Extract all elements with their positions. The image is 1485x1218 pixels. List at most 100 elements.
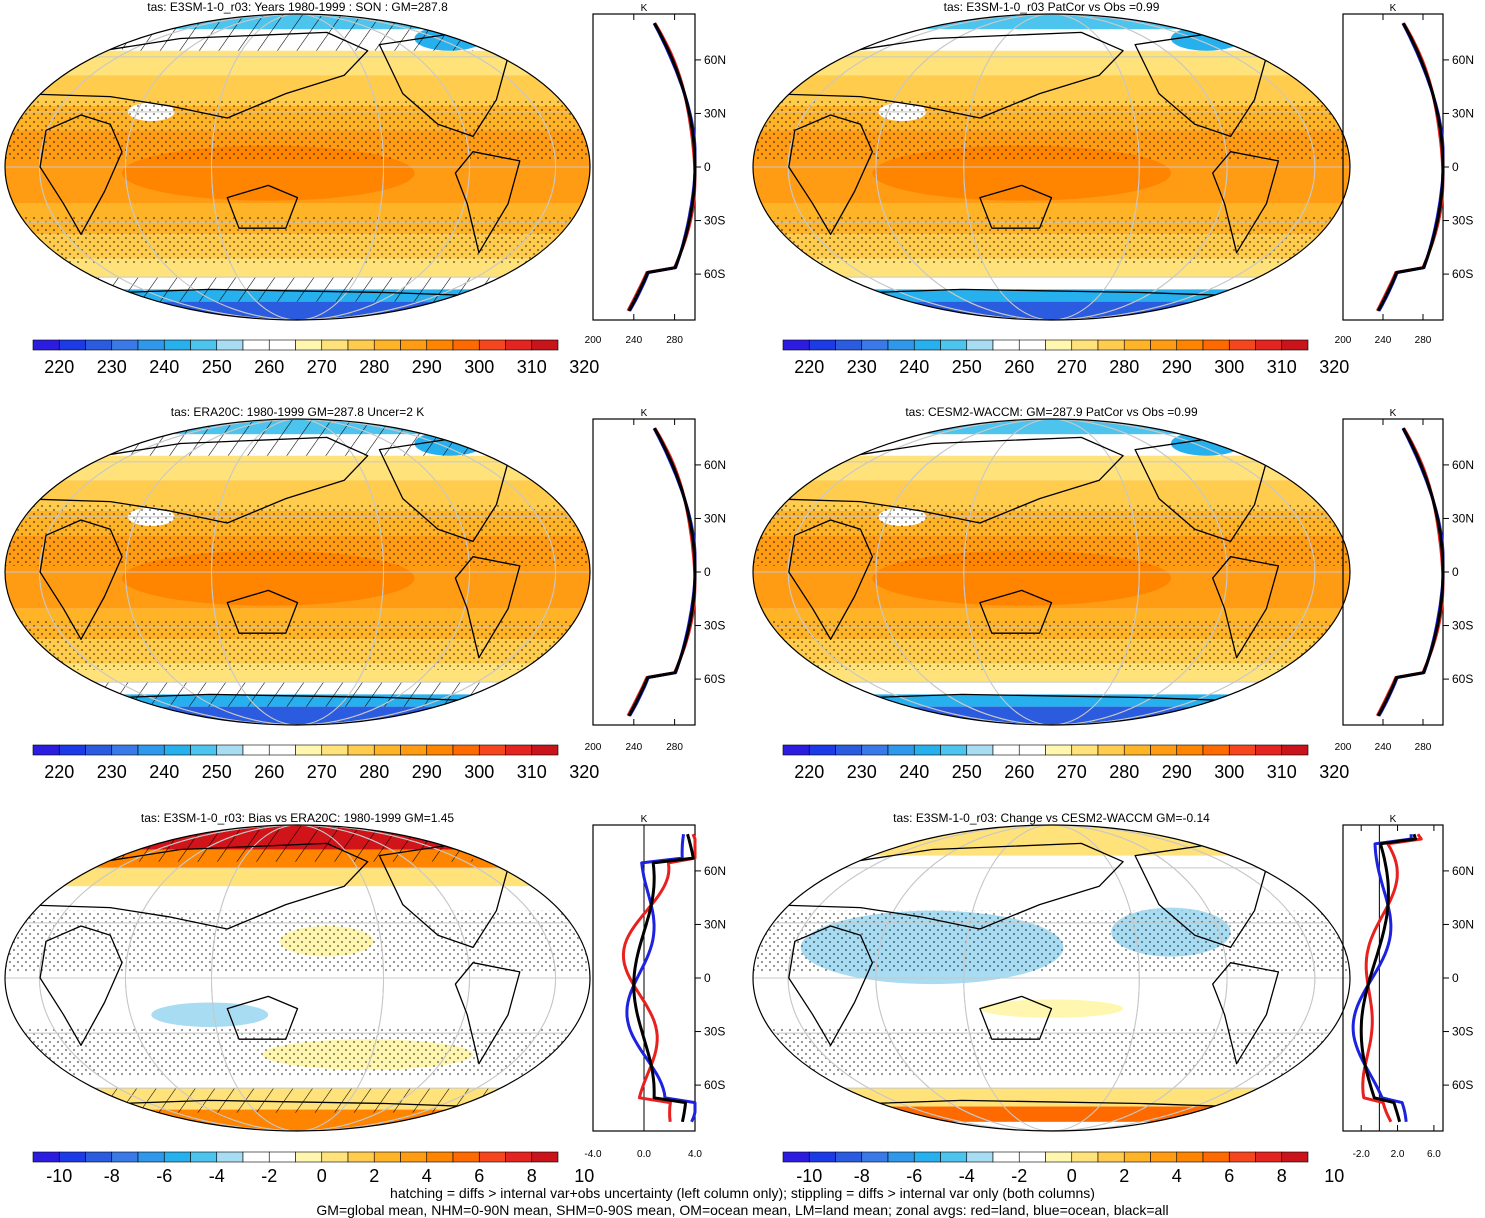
colorbar-tick-label: 280	[359, 357, 389, 377]
colorbar-tick-label: 230	[847, 357, 877, 377]
colorbar-tick-label: 260	[1004, 357, 1034, 377]
map-border-p1	[4, 13, 591, 321]
colorbar-swatch	[216, 339, 244, 351]
zonal-frame	[1342, 13, 1444, 321]
map-p3	[5, 419, 590, 725]
zonal-line-ocean	[628, 22, 697, 312]
zonal-line-all	[627, 22, 697, 312]
colorbar-swatch	[58, 1151, 86, 1163]
colorbar-swatch	[478, 744, 506, 756]
colorbar-tick-label: 300	[464, 762, 494, 782]
colorbar-swatch	[111, 339, 139, 351]
zonal-line-ocean	[625, 834, 697, 1123]
map-border-p2	[752, 13, 1351, 321]
zonal-lat-tick-label: 60N	[704, 458, 726, 472]
zonal-lat-tick-label: 30N	[704, 106, 726, 120]
colorbar-swatch	[400, 1151, 428, 1163]
colorbar-swatch	[808, 1151, 836, 1163]
colorbar-tick-label: 280	[1109, 762, 1139, 782]
zonal-x-tick-label: 200	[585, 742, 602, 753]
zonal-x-tick-label: 240	[1375, 335, 1392, 346]
colorbar-swatch	[190, 744, 218, 756]
map-border-p4	[752, 418, 1351, 726]
zonal-line-all	[632, 833, 695, 1123]
zonal-lat-tick-label: 30N	[704, 511, 726, 525]
colorbar-swatch	[1018, 1151, 1046, 1163]
colorbar-swatch	[400, 744, 428, 756]
zonal-lat-tick-label: 60N	[1452, 458, 1474, 472]
colorbar-swatch	[1176, 1151, 1204, 1163]
colorbar-swatch	[111, 1151, 139, 1163]
zonal-line-all	[1359, 833, 1417, 1123]
zonal-line-ocean	[1351, 834, 1413, 1122]
colorbar-tick-label: 230	[97, 762, 127, 782]
colorbar-tick-label: 320	[1319, 762, 1349, 782]
colorbar-tick-label: 300	[1214, 762, 1244, 782]
colorbar-swatch	[782, 1151, 810, 1163]
colorbar-swatch	[505, 339, 533, 351]
colorbar-swatch	[913, 339, 941, 351]
zonal-lat-tick-label: 30S	[704, 619, 725, 633]
colorbar-tick-label: 250	[952, 762, 982, 782]
colorbar-tick-label: 270	[307, 357, 337, 377]
map-p2	[753, 14, 1350, 320]
colorbar-swatch	[478, 1151, 506, 1163]
colorbar-swatch	[190, 1151, 218, 1163]
colorbar-swatch	[452, 339, 480, 351]
zonal-x-tick-label: 2.0	[1391, 1149, 1405, 1160]
colorbar-swatch	[452, 744, 480, 756]
colorbar-swatch	[137, 1151, 165, 1163]
colorbar-swatch	[1255, 744, 1283, 756]
colorbar-swatch	[966, 339, 994, 351]
colorbar-tick-label: 310	[1267, 357, 1297, 377]
colorbar-swatch	[808, 744, 836, 756]
map-p1	[5, 14, 590, 320]
map-p5	[5, 825, 590, 1131]
panel-title-p5: tas: E3SM-1-0_r03: Bias vs ERA20C: 1980-…	[140, 811, 455, 825]
colorbar-swatch	[373, 744, 401, 756]
colorbar-swatch	[1097, 339, 1125, 351]
zonal-lat-tick-label: 30N	[1452, 917, 1474, 931]
zonal-lat-tick-label: 30S	[704, 1025, 725, 1039]
colorbar-swatch	[163, 1151, 191, 1163]
zonal-unit-label: K	[1390, 408, 1397, 419]
colorbar-swatch	[1018, 744, 1046, 756]
colorbar-tick-label: 220	[794, 762, 824, 782]
colorbar-swatch	[85, 339, 113, 351]
colorbar-swatch	[887, 1151, 915, 1163]
colorbar-swatch	[1176, 744, 1204, 756]
colorbar-swatch	[1097, 1151, 1125, 1163]
colorbar-swatch	[1150, 1151, 1178, 1163]
zonal-lat-tick-label: 30N	[1452, 511, 1474, 525]
colorbar-swatch	[268, 339, 296, 351]
colorbar-tick-label: 240	[149, 762, 179, 782]
panel-title-p2: tas: E3SM-1-0_r03 PatCor vs Obs =0.99	[943, 0, 1160, 14]
colorbar-swatch	[426, 339, 454, 351]
colorbar-swatch	[966, 1151, 994, 1163]
colorbar-swatch	[58, 339, 86, 351]
colorbar-swatch	[137, 744, 165, 756]
colorbar-swatch	[531, 339, 559, 351]
colorbar-tick-label: 250	[202, 357, 232, 377]
colorbar-tick-label: 8	[1277, 1166, 1287, 1186]
colorbar-swatch	[216, 744, 244, 756]
colorbar-swatch	[1123, 339, 1151, 351]
colorbar-tick-label: 230	[97, 357, 127, 377]
zonal-lat-tick-label: 30S	[1452, 619, 1473, 633]
zonal-lat-tick-label: 60S	[1452, 672, 1473, 686]
zonal-lat-tick-label: 60S	[704, 1078, 725, 1092]
colorbar-tick-label: 230	[847, 762, 877, 782]
colorbar-tick-label: 0	[317, 1166, 327, 1186]
colorbar-swatch	[887, 339, 915, 351]
colorbar-tick-label: 4	[1172, 1166, 1182, 1186]
colorbar-tick-label: -10	[46, 1166, 72, 1186]
colorbar-swatch	[992, 339, 1020, 351]
colorbar-swatch	[940, 1151, 968, 1163]
map-border-p6	[752, 824, 1351, 1132]
colorbar-swatch	[1045, 1151, 1073, 1163]
colorbar-swatch	[400, 339, 428, 351]
panel-title-p3: tas: ERA20C: 1980-1999 GM=287.8 Uncer=2 …	[170, 405, 425, 419]
zonal-lat-tick-label: 30N	[1452, 106, 1474, 120]
zonal-lat-tick-label: 60S	[704, 267, 725, 281]
colorbar-tick-label: 310	[1267, 762, 1297, 782]
